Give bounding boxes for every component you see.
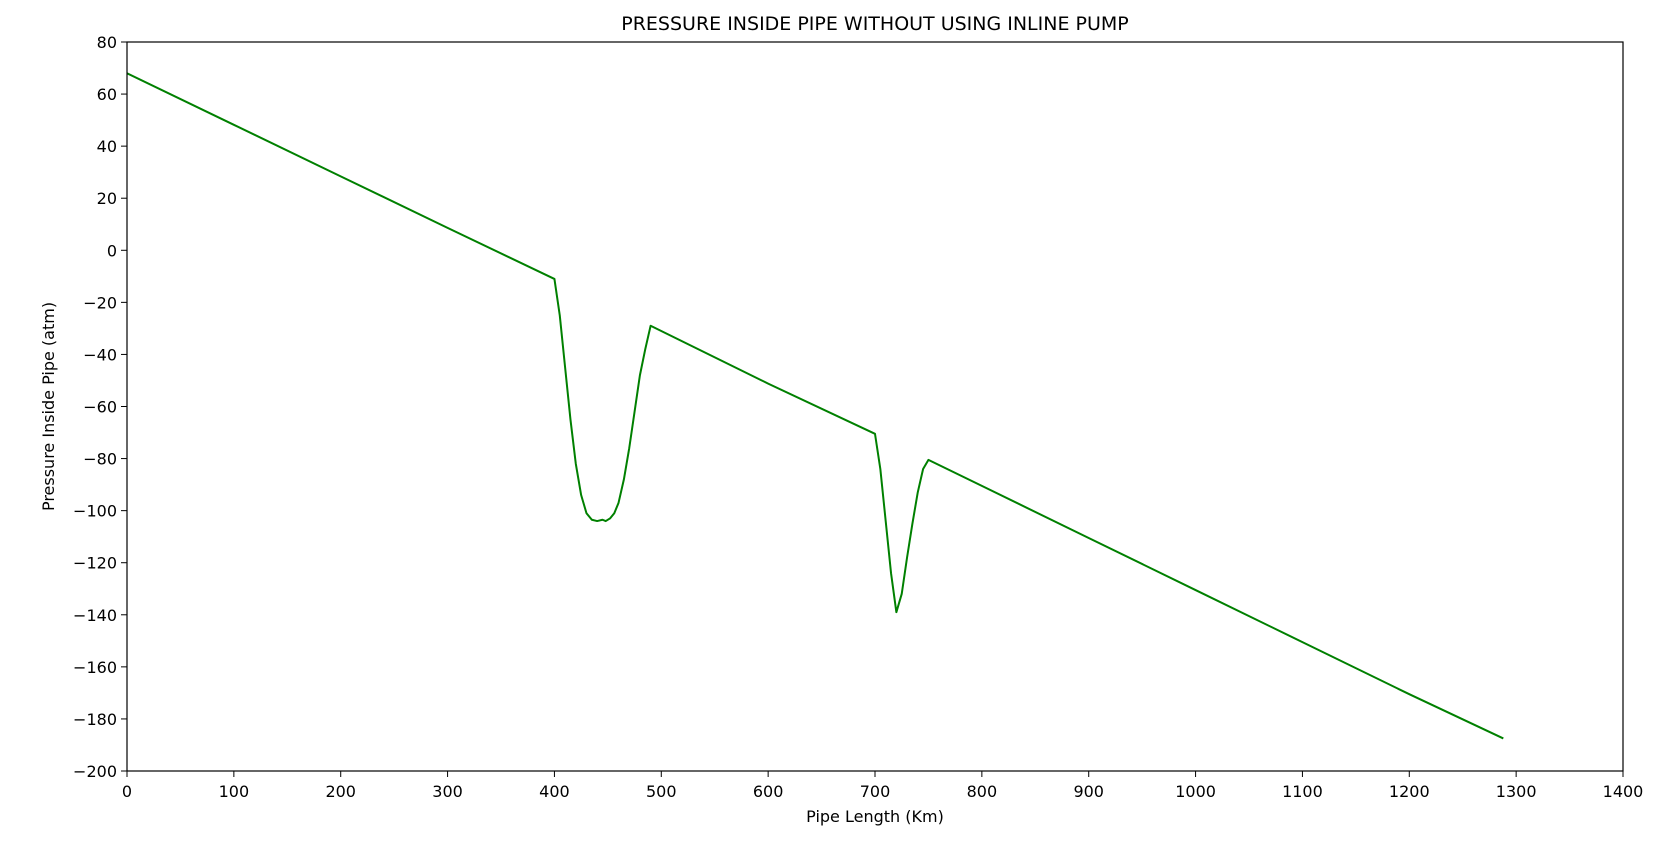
x-tick-label: 800 — [967, 782, 998, 801]
y-tick-label: −120 — [73, 554, 117, 573]
x-tick-label: 900 — [1073, 782, 1104, 801]
x-tick-label: 1000 — [1175, 782, 1216, 801]
x-tick-label: 600 — [753, 782, 784, 801]
x-tick-label: 200 — [325, 782, 356, 801]
y-tick-label: −160 — [73, 658, 117, 677]
y-tick-label: −80 — [83, 450, 117, 469]
y-tick-label: 60 — [97, 85, 117, 104]
series-layer — [126, 72, 1504, 740]
plot-frame — [126, 41, 1624, 772]
y-tick-label: −100 — [73, 502, 117, 521]
x-tick-label: 1200 — [1389, 782, 1430, 801]
y-axis-label: Pressure Inside Pipe (atm) — [39, 302, 58, 511]
x-tick-label: 100 — [219, 782, 250, 801]
y-tick-label: 80 — [97, 33, 117, 52]
y-axis-ticks: 80 60 40 20 0 −20 −40 −60 −80 −100 −120 −140 −160 −18… — [73, 33, 127, 781]
x-tick-label: 300 — [432, 782, 463, 801]
y-tick-label: 40 — [97, 137, 117, 156]
x-tick-label: 1400 — [1603, 782, 1644, 801]
y-tick-label: −180 — [73, 710, 117, 729]
x-tick-label: 1300 — [1496, 782, 1537, 801]
x-tick-label: 700 — [860, 782, 891, 801]
chart-title: PRESSURE INSIDE PIPE WITHOUT USING INLIN… — [621, 13, 1128, 35]
x-axis-label: Pipe Length (Km) — [806, 807, 944, 826]
y-tick-label: −40 — [83, 345, 117, 364]
x-axis-ticks: 0 100 200 300 400 500 600 700 800 900 1000 1100 1200… — [122, 771, 1643, 801]
pressure-series-line — [126, 72, 1504, 740]
x-tick-label: 1100 — [1282, 782, 1323, 801]
x-tick-label: 400 — [539, 782, 570, 801]
y-tick-label: 0 — [107, 241, 117, 260]
y-tick-label: −20 — [83, 293, 117, 312]
y-tick-label: −60 — [83, 398, 117, 417]
y-tick-label: −140 — [73, 606, 117, 625]
y-tick-label: −200 — [73, 762, 117, 781]
y-tick-label: 20 — [97, 189, 117, 208]
x-tick-label: 0 — [122, 782, 132, 801]
x-tick-label: 500 — [646, 782, 677, 801]
